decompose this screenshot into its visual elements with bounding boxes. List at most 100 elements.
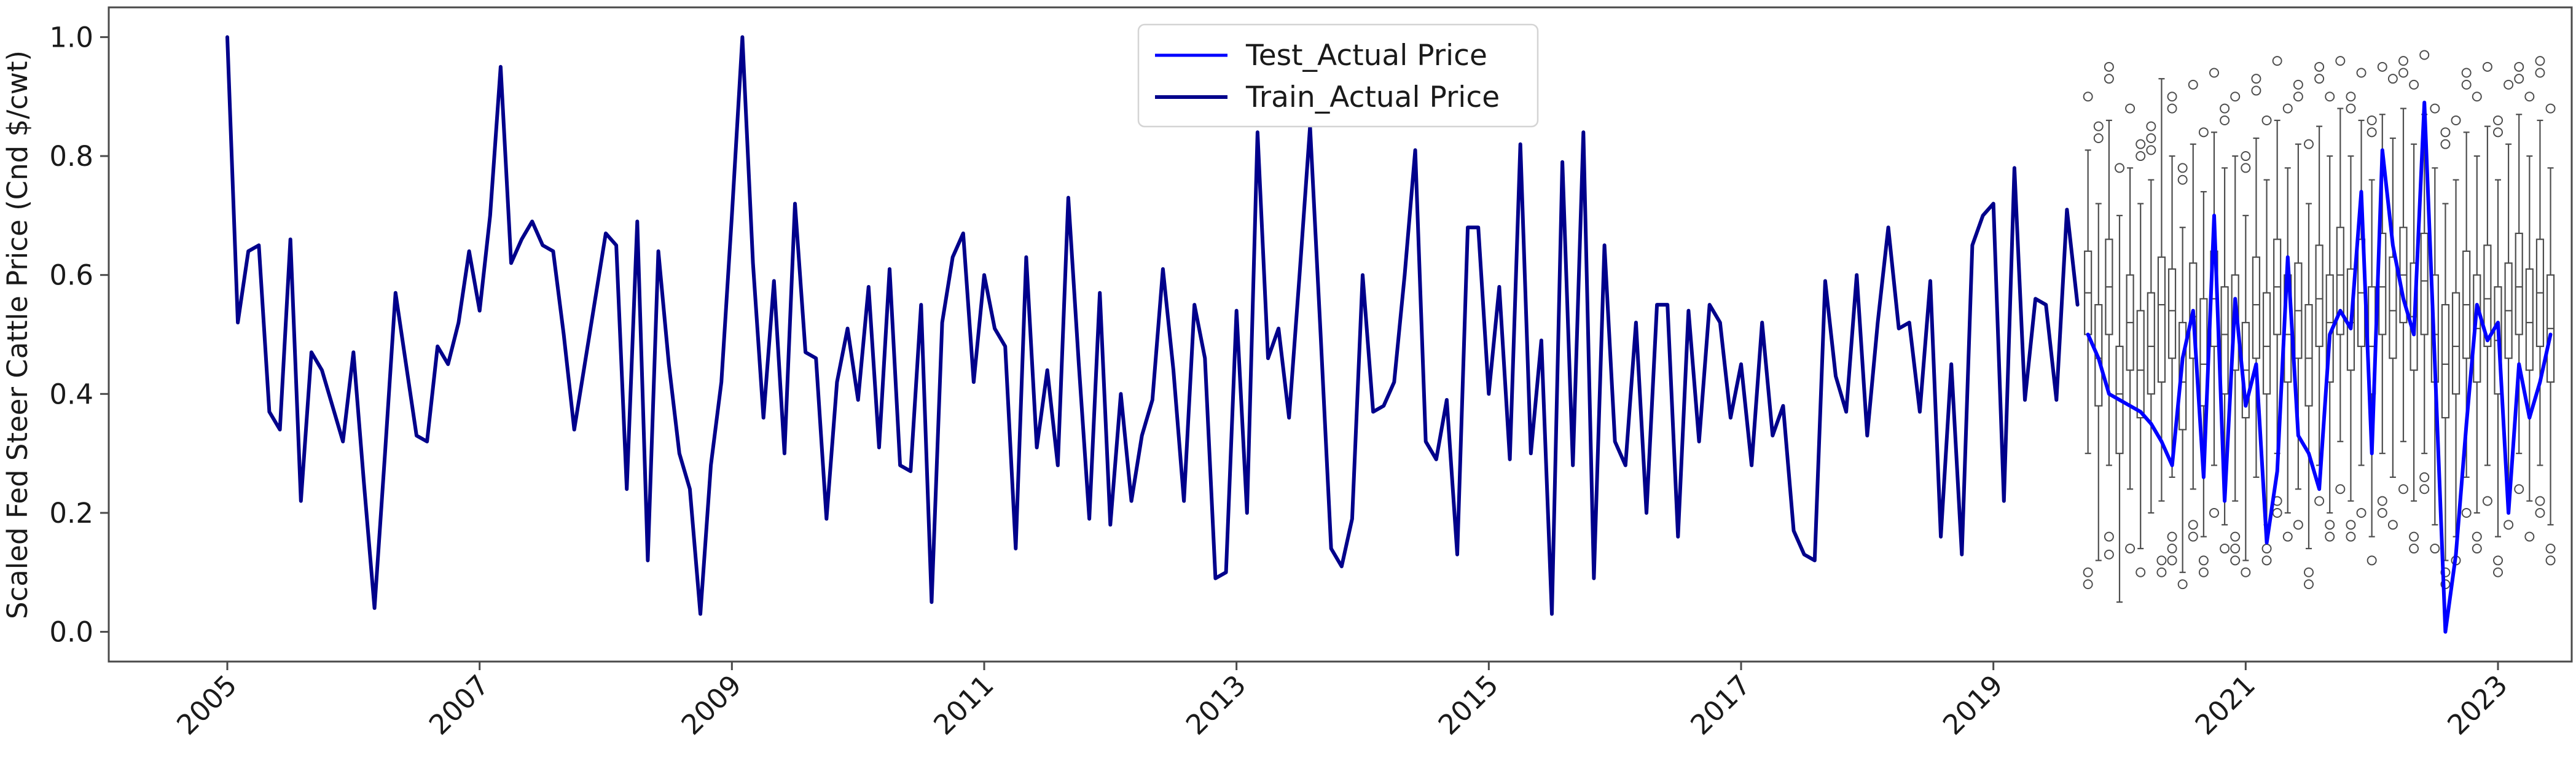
box	[2483, 244, 2492, 347]
outlier-point	[2314, 74, 2325, 84]
box	[2167, 268, 2177, 359]
outlier-point	[2220, 115, 2230, 125]
outlier-point	[2419, 50, 2430, 60]
boxplot	[2146, 121, 2156, 514]
x-tick-label: 2019	[1936, 668, 2009, 741]
box	[2252, 256, 2261, 359]
x-tick-label: 2013	[1180, 668, 1252, 741]
outlier-point	[2125, 544, 2136, 554]
boxplot	[2220, 103, 2230, 554]
outlier-point	[2104, 74, 2114, 84]
outlier-point	[2492, 115, 2503, 125]
outlier-point	[2377, 507, 2387, 518]
outlier-point	[2314, 496, 2325, 506]
boxplot	[2482, 61, 2492, 506]
outlier-point	[2545, 544, 2556, 554]
box	[2315, 244, 2323, 347]
outlier-point	[2167, 544, 2177, 554]
outlier-point	[2104, 61, 2114, 72]
outlier-point	[2314, 61, 2325, 72]
outlier-point	[2461, 507, 2472, 518]
boxplot	[2156, 78, 2167, 577]
outlier-point	[2535, 496, 2545, 506]
box	[2094, 303, 2103, 407]
outlier-point	[2514, 484, 2524, 494]
x-tick-label: 2017	[1684, 668, 1756, 741]
outlier-point	[2177, 163, 2188, 173]
outlier-point	[2335, 56, 2346, 66]
outlier-point	[2430, 103, 2440, 114]
y-tick-label: 0.6	[49, 259, 93, 292]
legend: Test_Actual Price Train_Actual Price	[1137, 23, 1539, 128]
outlier-point	[2472, 531, 2482, 542]
outlier-point	[2083, 92, 2093, 102]
outlier-point	[2293, 79, 2303, 90]
boxplot	[2440, 127, 2451, 590]
boxplot	[2251, 74, 2261, 478]
x-tick-label: 2015	[1432, 668, 1505, 741]
boxplot	[2535, 56, 2545, 518]
outlier-point	[2167, 555, 2177, 566]
outlier-point	[2524, 531, 2535, 542]
outlier-point	[2104, 531, 2114, 542]
outlier-point	[2482, 496, 2492, 506]
outlier-point	[2440, 139, 2451, 149]
x-tick-label: 2007	[423, 668, 495, 741]
outlier-point	[2303, 567, 2314, 577]
box	[2262, 292, 2271, 395]
boxplot-layer	[2083, 50, 2556, 603]
outlier-point	[2451, 115, 2461, 125]
test-actual-price-line	[2086, 100, 2553, 634]
boxplot	[2314, 61, 2325, 506]
x-tick-label: 2009	[675, 668, 748, 741]
outlier-point	[2325, 531, 2335, 542]
outlier-point	[2198, 555, 2209, 566]
train-line-layer	[225, 35, 2080, 616]
box	[2189, 262, 2198, 359]
boxplot	[2492, 115, 2503, 577]
box	[2441, 303, 2450, 419]
train-actual-price-line	[225, 35, 2080, 616]
outlier-point	[2167, 103, 2177, 114]
outlier-point	[2461, 68, 2472, 78]
boxplot	[2261, 115, 2272, 566]
outlier-point	[2220, 544, 2230, 554]
outlier-point	[2146, 145, 2156, 155]
y-axis-label: Scaled Fed Steer Cattle Price (Cnd $/cwt…	[1, 50, 34, 619]
box	[2420, 232, 2429, 335]
boxplot	[2514, 61, 2524, 494]
box	[2147, 292, 2155, 395]
boxplot	[2125, 103, 2136, 554]
outlier-point	[2198, 127, 2209, 138]
outlier-point	[2367, 115, 2377, 125]
outlier-point	[2261, 555, 2272, 566]
outlier-point	[2177, 174, 2188, 185]
box	[2336, 227, 2344, 335]
outlier-point	[2335, 484, 2346, 494]
outlier-point	[2188, 520, 2198, 530]
outlier-point	[2230, 544, 2241, 554]
boxplot	[2335, 56, 2346, 494]
y-tick-label: 0.4	[49, 378, 93, 410]
outlier-point	[2230, 92, 2241, 102]
boxplot	[2241, 151, 2251, 577]
outlier-point	[2282, 531, 2293, 542]
outlier-point	[2188, 79, 2198, 90]
legend-label-test: Test_Actual Price	[1245, 39, 1487, 72]
box	[2304, 303, 2313, 407]
boxplot	[2524, 92, 2535, 542]
outlier-point	[2230, 555, 2241, 566]
outlier-point	[2409, 544, 2419, 554]
outlier-point	[2209, 68, 2219, 78]
outlier-point	[2545, 103, 2556, 114]
outlier-point	[2209, 507, 2219, 518]
outlier-point	[2346, 103, 2356, 114]
outlier-point	[2136, 151, 2146, 162]
outlier-point	[2472, 92, 2482, 102]
x-tick-label: 2005	[170, 668, 243, 741]
outlier-point	[2241, 151, 2251, 162]
outlier-point	[2251, 85, 2261, 96]
outlier-point	[2167, 92, 2177, 102]
outlier-point	[2325, 520, 2335, 530]
